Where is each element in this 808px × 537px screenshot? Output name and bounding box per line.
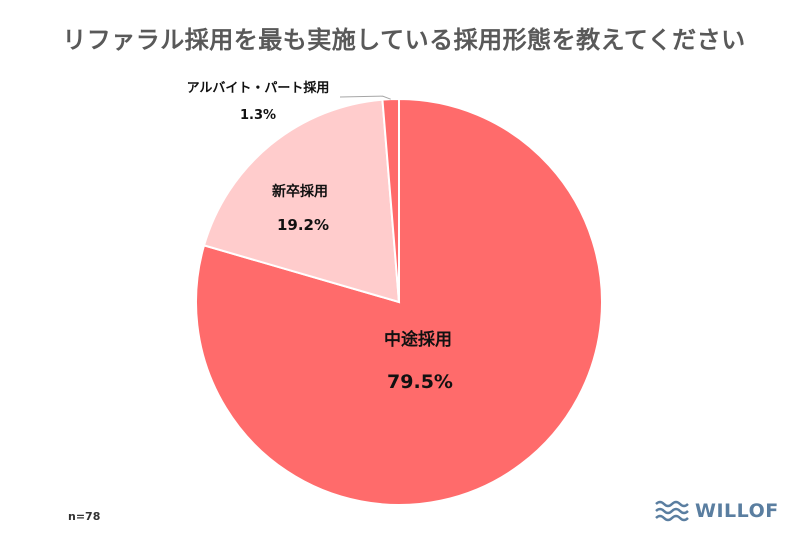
brand-logo: WILLOF	[655, 500, 779, 522]
slice-value-1: 79.5%	[387, 371, 453, 393]
brand-name: WILLOF	[695, 500, 779, 522]
slice-value-2: 19.2%	[277, 216, 329, 234]
pie-slice-2	[202, 98, 401, 304]
slice-label-1: 中途採用	[384, 329, 452, 350]
chart-title: リファラル採用を最も実施している採用形態を教えてください	[62, 26, 746, 54]
waves-icon	[655, 500, 689, 522]
slice-value-3: 1.3%	[240, 108, 276, 123]
slice-label-3: アルバイト・パート採用	[187, 80, 330, 96]
leader-line-3	[339, 95, 391, 100]
slice-label-2: 新卒採用	[272, 183, 328, 200]
sample-size-note: n=78	[68, 510, 101, 523]
